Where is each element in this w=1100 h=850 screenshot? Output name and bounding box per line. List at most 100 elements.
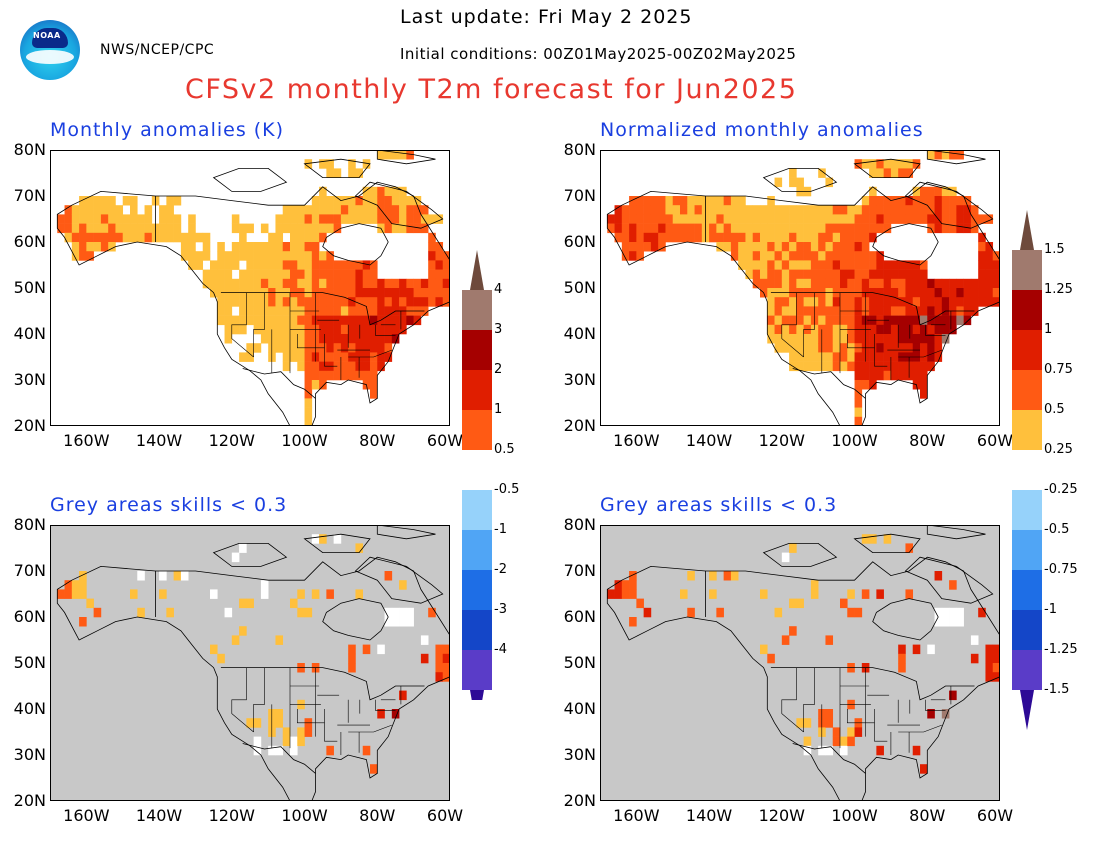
- lat-label: 60N: [13, 232, 46, 251]
- grid-cell: [818, 232, 826, 243]
- grid-cell: [883, 278, 892, 289]
- grid-cell: [941, 196, 950, 206]
- grid-cell: [760, 269, 768, 280]
- grid-cell: [760, 251, 768, 261]
- grid-cell: [311, 205, 320, 215]
- grid-cell: [340, 278, 349, 289]
- grid-cell: [978, 232, 986, 243]
- grid-cell: [428, 251, 436, 261]
- grid-cell: [781, 343, 790, 353]
- grid-cell: [362, 278, 371, 289]
- grid-cell: [796, 334, 804, 344]
- grid-cell: [333, 288, 342, 298]
- grid-cell: [260, 260, 269, 270]
- grid-cell: [840, 361, 848, 372]
- grid-cell: [810, 278, 819, 289]
- grid-cell: [319, 186, 327, 197]
- grid-cell: [789, 177, 797, 188]
- grid-cell: [304, 407, 313, 418]
- grid-cell: [297, 269, 305, 280]
- grid-cell: [818, 251, 826, 261]
- grid-cell: [326, 306, 334, 316]
- grid-cell: [290, 352, 298, 362]
- grid-cell: [384, 288, 393, 298]
- grid-cell: [781, 214, 790, 224]
- grid-cell: [384, 205, 393, 215]
- lon-label: 100W: [281, 806, 328, 825]
- grid-cell: [920, 334, 928, 344]
- grid-cell: [435, 242, 444, 252]
- colorbar-swatch: [1012, 370, 1042, 410]
- grid-cell: [384, 186, 393, 197]
- grid-cell: [869, 186, 877, 197]
- island-coastline: [904, 556, 994, 604]
- grid-cell: [629, 589, 637, 599]
- grid-cell: [413, 297, 422, 307]
- grid-cell: [963, 196, 972, 206]
- grid-cell: [840, 745, 848, 756]
- grid-cell: [912, 260, 921, 270]
- grid-cell: [297, 727, 305, 737]
- grid-cell: [854, 297, 863, 307]
- grid-cell: [79, 232, 87, 243]
- grid-cell: [399, 297, 407, 307]
- grid-cell: [927, 324, 935, 335]
- grid-cell: [290, 598, 298, 609]
- grid-cell: [217, 251, 225, 261]
- map-frame: [50, 150, 450, 426]
- grid-cell: [876, 214, 884, 224]
- grid-cell: [188, 223, 196, 234]
- grid-cell: [847, 242, 855, 252]
- grid-cell: [730, 571, 739, 581]
- grid-cell: [239, 626, 247, 636]
- grid-cell: [963, 288, 972, 298]
- noaa-bird-icon: [26, 50, 74, 64]
- grid-cell: [985, 214, 994, 224]
- grid-cell: [93, 607, 102, 618]
- grid-cell: [774, 306, 783, 316]
- grid-cell: [435, 278, 444, 289]
- grid-cell: [370, 764, 378, 774]
- lat-label: 70N: [13, 186, 46, 205]
- grid-cell: [803, 334, 812, 344]
- country-border: [770, 667, 975, 701]
- grid-cell: [108, 223, 116, 234]
- grid-cell: [362, 315, 371, 326]
- grid-cell: [297, 242, 305, 252]
- colorbar-swatch: [1012, 330, 1042, 370]
- grid-cell: [963, 214, 972, 224]
- grid-cell: [268, 297, 276, 307]
- grid-cell: [716, 205, 724, 215]
- grid-cell: [311, 380, 320, 390]
- map-panel-skill-right: [600, 525, 1000, 801]
- grid-cell: [188, 251, 196, 261]
- grid-cell: [428, 214, 436, 224]
- grid-cell: [883, 324, 892, 335]
- grid-cell: [333, 196, 342, 206]
- grid-cell: [355, 269, 364, 280]
- grid-cell: [978, 214, 986, 224]
- grid-cell: [384, 334, 393, 344]
- grid-cell: [173, 196, 182, 206]
- grid-cell: [93, 242, 102, 252]
- grid-cell: [377, 709, 385, 719]
- grid-cell: [202, 251, 211, 261]
- grid-cell: [246, 297, 254, 307]
- grid-cell: [391, 297, 400, 307]
- grid-cell: [832, 278, 841, 289]
- lat-label: 40N: [563, 699, 596, 718]
- grid-cell: [745, 214, 754, 224]
- grid-cell: [781, 260, 790, 270]
- grid-cell: [173, 571, 182, 581]
- grid-cell: [890, 315, 899, 326]
- grid-cell: [79, 589, 87, 599]
- grid-cell: [304, 398, 313, 408]
- grid-cell: [311, 361, 320, 372]
- grid-cell: [854, 232, 863, 243]
- grid-cell: [665, 232, 674, 243]
- grid-cell: [716, 242, 724, 252]
- grid-cell: [304, 352, 313, 362]
- grid-cell: [629, 232, 637, 243]
- grid-cell: [738, 214, 746, 224]
- grid-cell: [399, 186, 407, 197]
